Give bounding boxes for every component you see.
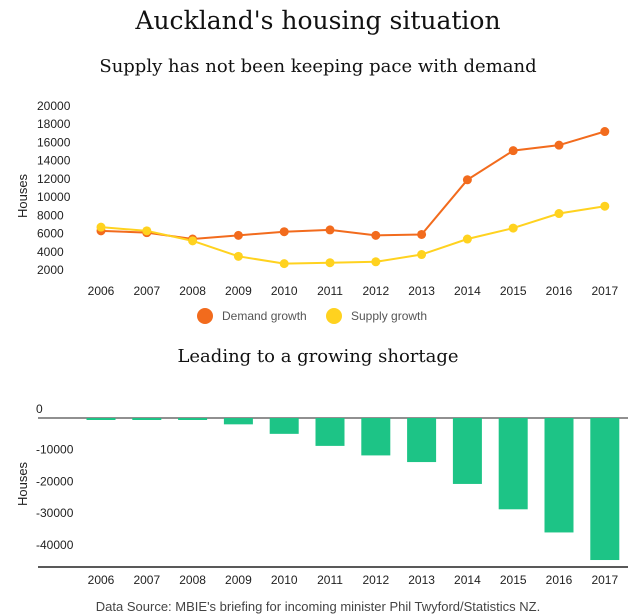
line-x-tick-label: 2007	[133, 284, 160, 298]
line-x-tick-label: 2013	[408, 284, 435, 298]
supply-point[interactable]	[142, 226, 152, 236]
line-y-tick-label: 18000	[37, 117, 71, 131]
bar-y-tick-label: 0	[36, 402, 43, 416]
bar-x-tick-label: 2013	[408, 573, 435, 587]
supply-point[interactable]	[508, 223, 518, 233]
supply-series-points	[96, 201, 610, 269]
bar-x-tick-label: 2012	[362, 573, 389, 587]
demand-point[interactable]	[371, 230, 381, 240]
bar-x-tick-labels: 2006 2007 2008 2009 2010 2011 2012 2013 2014 2015…	[88, 573, 619, 587]
shortage-bar[interactable]	[590, 418, 620, 561]
shortage-bar[interactable]	[132, 418, 162, 420]
bar-x-tick-label: 2008	[179, 573, 206, 587]
supply-point[interactable]	[554, 209, 564, 219]
shortage-bar[interactable]	[223, 418, 253, 425]
demand-point[interactable]	[279, 227, 289, 237]
line-x-tick-label: 2008	[179, 284, 206, 298]
bar-x-tick-label: 2007	[133, 573, 160, 587]
demand-point[interactable]	[554, 140, 564, 150]
bar-y-tick-labels: 0 -10000 -20000 -30000 -40000	[36, 402, 74, 552]
supply-point[interactable]	[233, 251, 243, 261]
bar-y-tick-label: -20000	[36, 474, 74, 488]
demand-series-line	[100, 130, 606, 241]
bar-chart-title: Leading to a growing shortage	[177, 346, 459, 367]
data-source: Data Source: MBIE's briefing for incomin…	[95, 599, 541, 614]
bar-chart: 0-10000-20000-30000-40000 2006 2007 2008 20…	[15, 402, 628, 587]
bar-x-tick-label: 2010	[271, 573, 298, 587]
shortage-bar[interactable]	[178, 418, 208, 420]
shortage-bar[interactable]	[86, 418, 116, 420]
line-x-tick-label: 2012	[362, 284, 389, 298]
bar-y-tick-label: -30000	[36, 506, 74, 520]
line-y-tick-label: 12000	[37, 172, 71, 186]
bar-y-tick-label: -10000	[36, 443, 74, 457]
line-chart: 20000 18000 16000 14000 12000 10000 8000 6000 40…	[15, 99, 618, 324]
supply-point[interactable]	[279, 259, 289, 269]
shortage-bar[interactable]	[315, 418, 345, 446]
supply-point[interactable]	[325, 258, 335, 268]
line-y-tick-label: 4000	[37, 245, 64, 259]
demand-point[interactable]	[462, 175, 472, 185]
demand-point[interactable]	[233, 230, 243, 240]
demand-series-points	[96, 127, 610, 244]
line-x-tick-label: 2006	[88, 284, 115, 298]
demand-point[interactable]	[508, 146, 518, 156]
legend[interactable]: Demand growth Supply growth	[197, 308, 427, 324]
line-chart-title: Supply has not been keeping pace with de…	[99, 56, 537, 77]
line-x-tick-label: 2011	[317, 284, 343, 298]
line-x-tick-label: 2015	[500, 284, 527, 298]
line-y-tick-labels: 20000 18000 16000 14000 12000 10000 8000 6000 40…	[37, 99, 71, 277]
line-y-tick-label: 6000	[37, 227, 64, 241]
shortage-bar[interactable]	[498, 418, 528, 510]
line-y-axis-label: Houses	[15, 173, 30, 218]
line-x-tick-label: 2014	[454, 284, 481, 298]
line-y-tick-label: 8000	[37, 208, 64, 222]
shortage-bar[interactable]	[269, 418, 299, 434]
legend-supply-marker	[326, 308, 342, 324]
chart-title: Auckland's housing situation	[135, 6, 501, 35]
legend-demand-label: Demand growth	[222, 309, 307, 323]
bar-x-tick-label: 2006	[88, 573, 115, 587]
supply-series-line	[100, 205, 605, 265]
bar-x-tick-label: 2014	[454, 573, 481, 587]
shortage-bar[interactable]	[452, 418, 482, 484]
supply-point[interactable]	[600, 201, 610, 211]
bar-x-tick-label: 2015	[500, 573, 527, 587]
bar-y-tick-label: -40000	[36, 538, 74, 552]
bar-series	[86, 418, 620, 561]
supply-point[interactable]	[462, 234, 472, 244]
supply-point[interactable]	[417, 250, 427, 260]
bar-x-tick-label: 2017	[591, 573, 618, 587]
bar-y-axis-label: Houses	[15, 461, 30, 506]
legend-supply-label: Supply growth	[351, 309, 427, 323]
shortage-bar[interactable]	[361, 418, 391, 456]
line-y-tick-label: 10000	[37, 190, 71, 204]
demand-point[interactable]	[600, 127, 610, 137]
bar-x-tick-label: 2009	[225, 573, 252, 587]
line-y-tick-label: 16000	[37, 135, 71, 149]
shortage-bar[interactable]	[544, 418, 574, 533]
line-x-tick-label: 2017	[591, 284, 618, 298]
bar-x-tick-label: 2016	[546, 573, 573, 587]
shortage-bar[interactable]	[407, 418, 437, 463]
line-y-tick-label: 14000	[37, 154, 71, 168]
line-x-tick-label: 2009	[225, 284, 252, 298]
supply-point[interactable]	[96, 222, 106, 232]
line-y-tick-label: 2000	[37, 263, 64, 277]
supply-point[interactable]	[188, 236, 198, 246]
line-y-tick-label: 20000	[37, 99, 71, 113]
legend-demand-marker	[197, 308, 213, 324]
demand-point[interactable]	[417, 229, 427, 239]
line-x-tick-labels: 2006 2007 2008 2009 2010 2011 2012 2013 2014 2015…	[88, 284, 619, 298]
supply-point[interactable]	[371, 257, 381, 267]
line-x-tick-label: 2016	[546, 284, 573, 298]
line-x-tick-label: 2010	[271, 284, 298, 298]
bar-x-tick-label: 2011	[317, 573, 343, 587]
demand-point[interactable]	[325, 225, 335, 235]
